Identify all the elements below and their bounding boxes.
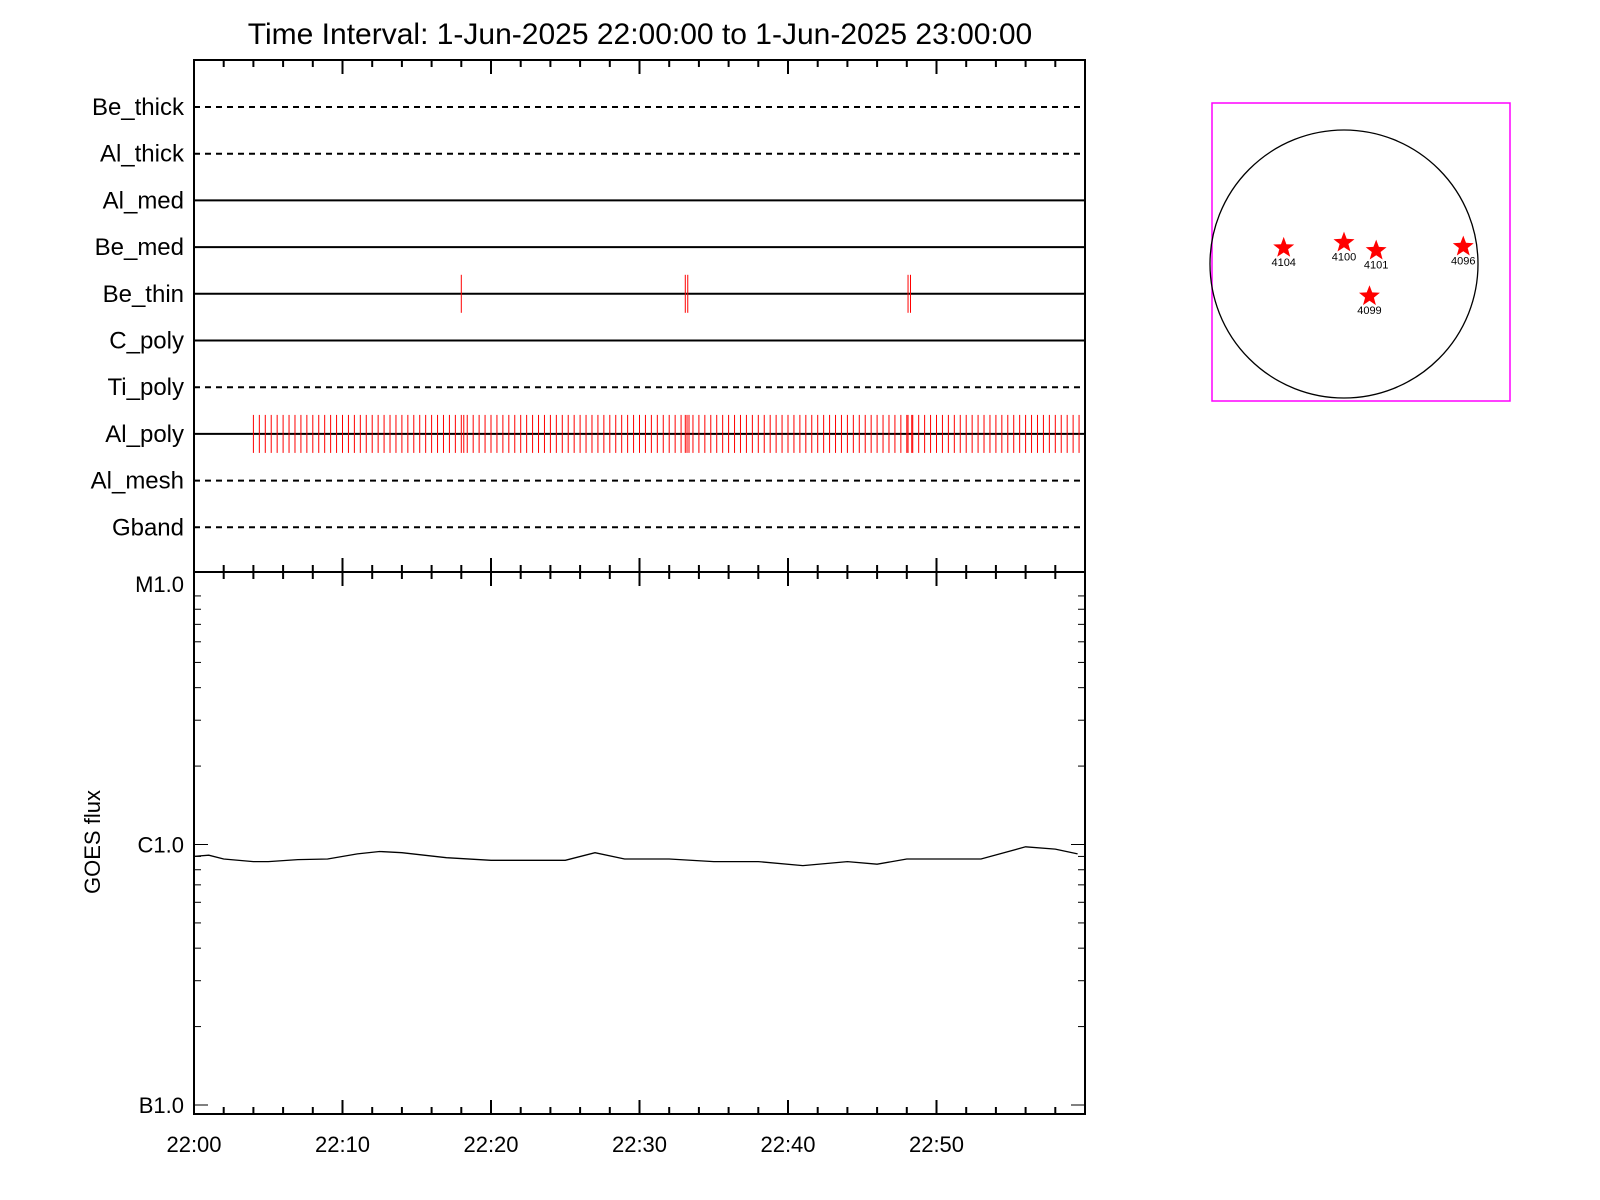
active-region: 4101: [1364, 239, 1388, 272]
flux-frame: [193, 571, 1086, 1115]
region-star-icon: [1273, 236, 1295, 257]
chart-title: Time Interval: 1-Jun-2025 22:00:00 to 1-…: [248, 18, 1032, 51]
region-label: 4104: [1271, 257, 1295, 269]
region-star-icon: [1452, 235, 1474, 256]
timeline-row: Al_mesh: [91, 468, 1085, 495]
disk-frame: [1211, 102, 1511, 402]
timeline-row: Be_thin: [103, 274, 1085, 313]
y-tick-label: C1.0: [138, 833, 184, 858]
active-region: 4096: [1451, 235, 1476, 268]
row-label: Be_thick: [92, 94, 185, 121]
region-label: 4099: [1357, 305, 1381, 317]
timeline-row: Be_med: [95, 234, 1085, 261]
timeline-row: Be_thick: [92, 94, 1085, 121]
row-label: Ti_poly: [108, 374, 184, 401]
active-region: 4100: [1332, 231, 1356, 264]
row-label: Be_med: [95, 234, 184, 261]
active-region: 4104: [1271, 236, 1296, 269]
row-label: Al_med: [103, 187, 184, 214]
timeline-row: Gband: [112, 514, 1085, 541]
x-tick-label: 22:20: [463, 1132, 518, 1157]
active-region: 4099: [1357, 285, 1382, 317]
x-tick-label: 22:10: [315, 1132, 370, 1157]
row-label: Al_mesh: [91, 468, 184, 495]
timeline-row: Al_poly: [105, 414, 1085, 453]
row-label: Al_poly: [105, 421, 184, 448]
region-star-icon: [1333, 231, 1355, 252]
row-label: Gband: [112, 514, 184, 541]
timeline-frame: [193, 59, 1086, 573]
y-axis-label: GOES flux: [80, 790, 105, 894]
y-tick-label: B1.0: [139, 1093, 184, 1118]
timeline-row: Al_thick: [100, 141, 1085, 168]
region-star-icon: [1365, 239, 1387, 260]
region-label: 4100: [1332, 252, 1356, 264]
timeline-panel: Be_thick Al_thick Al_med Be_med Be_thin C_pol…: [91, 59, 1086, 573]
timeline-row: Ti_poly: [108, 374, 1085, 401]
region-label: 4096: [1451, 256, 1475, 268]
region-label: 4101: [1364, 260, 1388, 272]
timeline-row: C_poly: [109, 328, 1085, 355]
solar-disk: [1209, 129, 1479, 399]
row-label: Al_thick: [100, 141, 185, 168]
solar-disk-panel: 4104 4100 4101 4096 4099: [1209, 102, 1511, 402]
goes-flux-line: [193, 846, 1078, 867]
row-label: C_poly: [109, 328, 184, 355]
region-star-icon: [1359, 285, 1380, 306]
x-tick-label: 22:30: [612, 1132, 667, 1157]
row-label: Be_thin: [103, 281, 184, 308]
y-tick-label: M1.0: [135, 572, 184, 597]
x-tick-label: 22:00: [166, 1132, 221, 1157]
x-tick-label: 22:50: [909, 1132, 964, 1157]
x-tick-label: 22:40: [760, 1132, 815, 1157]
goes-flux-panel: M1.0 C1.0 B1.0 GOES flux 22:00 22:10 22:20 22:3…: [80, 571, 1086, 1157]
timeline-row: Al_med: [103, 187, 1085, 214]
